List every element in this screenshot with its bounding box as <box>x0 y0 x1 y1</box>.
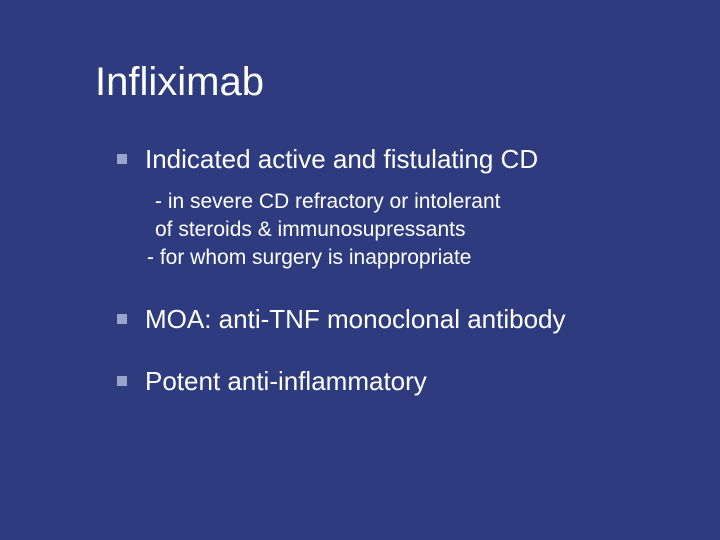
sub-bullet-line: - in severe CD refractory or intolerant <box>141 188 720 216</box>
bullet-item: Potent anti-inflammatory <box>95 365 720 398</box>
bullet-text: MOA: anti-TNF monoclonal antibody <box>145 303 566 336</box>
bullet-square-icon <box>117 376 127 386</box>
sub-bullet-block: - in severe CD refractory or intolerant … <box>141 188 720 273</box>
sub-bullet-line: of steroids & immunosupressants <box>141 216 720 244</box>
bullet-text: Potent anti-inflammatory <box>145 365 427 398</box>
sub-bullet-line: - for whom surgery is inappropriate <box>141 244 720 272</box>
bullet-text: Indicated active and fistulating CD <box>145 143 538 176</box>
bullet-square-icon <box>117 154 127 164</box>
slide-container: Infliximab Indicated active and fistulat… <box>0 0 720 540</box>
bullet-item: MOA: anti-TNF monoclonal antibody <box>95 303 720 336</box>
slide-title: Infliximab <box>95 60 720 105</box>
bullet-item: Indicated active and fistulating CD <box>95 143 720 176</box>
bullet-square-icon <box>117 314 127 324</box>
